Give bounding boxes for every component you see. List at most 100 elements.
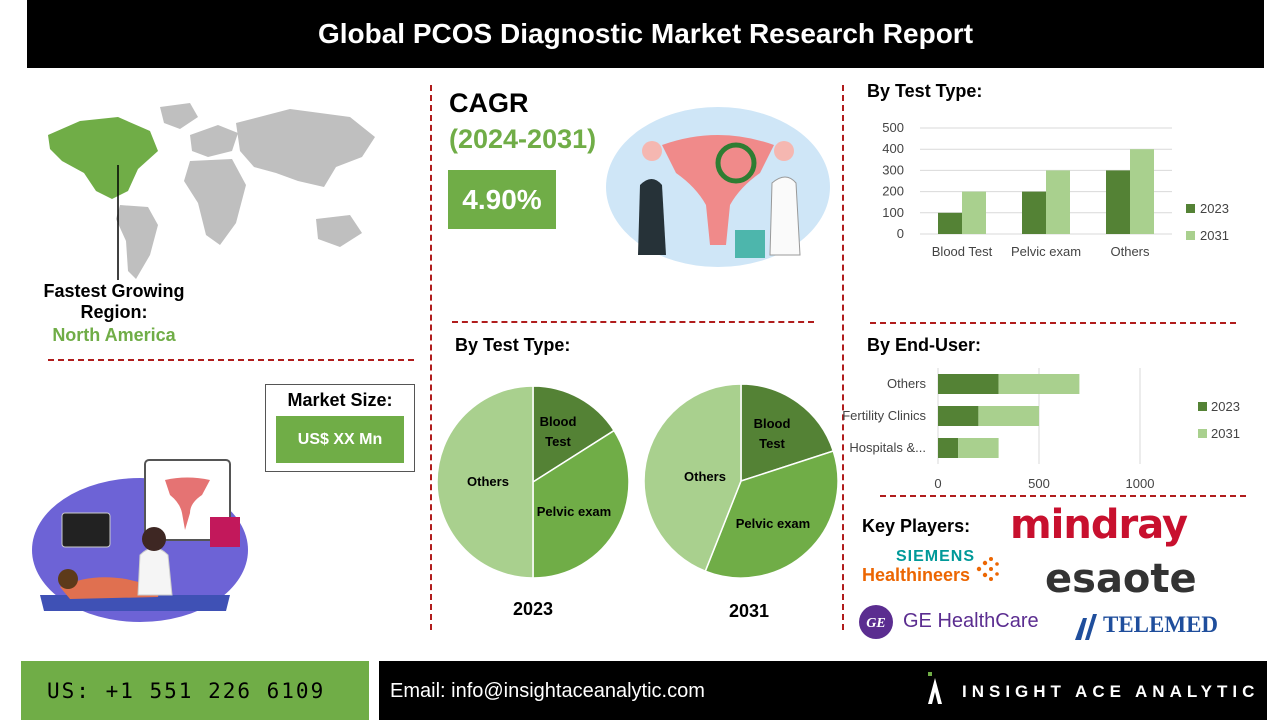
- legend-label: 2023: [1200, 201, 1229, 216]
- test-type-bar-title: By Test Type:: [867, 81, 983, 101]
- pie-year-2031: 2031: [728, 601, 770, 621]
- uterus-drawing: [165, 477, 210, 530]
- pie-slice: [532, 429, 630, 579]
- brand-logo-icon: [928, 672, 942, 704]
- legend-swatch-2031: [1198, 429, 1207, 438]
- legend-label: 2023: [1211, 399, 1240, 414]
- key-players-title: Key Players:: [862, 516, 971, 536]
- telemed-logo-icon: [1075, 614, 1097, 640]
- x-tick-label: 0: [934, 476, 941, 491]
- bar-2031: [978, 406, 1039, 426]
- pie-chart-2023: Blood Test Pelvic exam Others: [436, 385, 630, 579]
- magnifier-icon: [715, 142, 757, 184]
- bar-2023: [1106, 170, 1130, 234]
- cagr-years: (2024-2031): [449, 124, 597, 154]
- doctor-figure-right: [769, 176, 801, 256]
- logo-telemed: TELEMED: [1103, 612, 1219, 637]
- legend-label: 2031: [1200, 228, 1229, 243]
- y-tick-label: Others: [887, 376, 927, 391]
- x-tick-label: Blood Test: [932, 244, 993, 259]
- bar-2031: [958, 438, 999, 458]
- bar-2023: [938, 438, 959, 458]
- map-asia: [236, 109, 375, 187]
- x-tick-label: 1000: [1126, 476, 1155, 491]
- test-type-bar-chart: 0 100 200 300 400 500 Blood Test Pelvic exam Oth…: [882, 120, 1229, 259]
- doctor-head: [142, 527, 166, 551]
- market-size-value: US$ XX Mn: [276, 416, 404, 463]
- map-africa: [184, 159, 246, 245]
- end-user-title: By End-User:: [867, 335, 982, 355]
- bar-2023: [1022, 191, 1046, 234]
- ovary-right: [774, 141, 794, 161]
- test-tubes: [735, 230, 765, 258]
- pie-label: Blood: [754, 416, 791, 431]
- divider-left: [430, 85, 432, 630]
- pie-chart-2031: Blood Test Pelvic exam Others: [643, 383, 839, 579]
- test-type-pie-title: By Test Type:: [455, 335, 571, 355]
- pie-slice: [643, 383, 742, 573]
- logo-healthineers: Healthineers: [862, 565, 971, 585]
- bar-2031: [998, 374, 1080, 394]
- divider-cagr: [452, 321, 814, 323]
- map-australia: [316, 215, 362, 247]
- pie-label: Pelvic exam: [537, 504, 611, 519]
- bar-2031: [962, 191, 986, 234]
- pie-label: Test: [759, 436, 785, 451]
- ultrasound-illustration: [32, 459, 248, 622]
- pie-label: Pelvic exam: [736, 516, 810, 531]
- divider-end-user: [880, 495, 1246, 497]
- pie-label: Blood: [540, 414, 577, 429]
- page-title: Global PCOS Diagnostic Market Research R…: [27, 0, 1264, 68]
- legend-swatch-2031: [1186, 231, 1195, 240]
- world-map: [48, 103, 375, 280]
- logo-mindray: mindray: [1010, 502, 1188, 548]
- bar-2023: [938, 406, 979, 426]
- ge-logo-icon: GE: [859, 605, 893, 639]
- pie-label: Test: [545, 434, 571, 449]
- logo-siemens: SIEMENS: [896, 548, 976, 565]
- bar-2023: [938, 374, 999, 394]
- divider-right: [842, 85, 844, 630]
- uterus-illustration: [606, 107, 830, 267]
- footer-bar: [379, 661, 1267, 720]
- divider-bar-chart: [870, 322, 1236, 324]
- pie-slice: [740, 383, 835, 483]
- cagr-label: CAGR: [449, 88, 529, 118]
- pie-label: Others: [684, 469, 726, 484]
- x-tick-label: Pelvic exam: [1011, 244, 1081, 259]
- scan-image: [210, 517, 240, 547]
- bar-2023: [938, 212, 962, 234]
- svg-text:GE: GE: [866, 616, 885, 631]
- map-north-america: [48, 117, 158, 199]
- ovary-left: [642, 141, 662, 161]
- x-tick-label: 500: [1028, 476, 1050, 491]
- y-tick-label: Fertility Clinics: [842, 408, 926, 423]
- map-south-america: [116, 205, 158, 279]
- patient: [60, 577, 160, 599]
- logo-esaote: esaote: [1045, 556, 1197, 602]
- y-tick-label: 200: [882, 184, 904, 199]
- legend-swatch-2023: [1186, 204, 1195, 213]
- y-tick-label: Hospitals &...: [849, 440, 926, 455]
- market-size-label: Market Size:: [287, 390, 393, 410]
- doctor: [137, 547, 173, 596]
- map-greenland: [160, 103, 198, 129]
- y-tick-label: 400: [882, 141, 904, 156]
- ultrasound-screen: [61, 512, 111, 548]
- end-user-bar-chart: 0 500 1000 Others Fertility Clinics Hospitals…: [842, 368, 1240, 491]
- region-value: North America: [52, 325, 176, 345]
- patient-bed: [40, 595, 230, 611]
- footer-brand: INSIGHT ACE ANALYTIC: [962, 682, 1260, 701]
- uterus-shape: [662, 135, 774, 245]
- pie-year-2023: 2023: [512, 599, 554, 619]
- footer-phone[interactable]: US: +1 551 226 6109: [21, 661, 369, 720]
- y-tick-label: 300: [882, 162, 904, 177]
- logo-ge-healthcare: GE HealthCare: [903, 610, 1039, 632]
- map-europe: [190, 125, 238, 157]
- footer-email[interactable]: Email: info@insightaceanalytic.com: [390, 680, 705, 702]
- pie-slice: [436, 385, 534, 579]
- divider-region: [48, 359, 414, 361]
- legend-swatch-2023: [1198, 402, 1207, 411]
- pie-label: Others: [467, 474, 509, 489]
- bar-2031: [1130, 149, 1154, 234]
